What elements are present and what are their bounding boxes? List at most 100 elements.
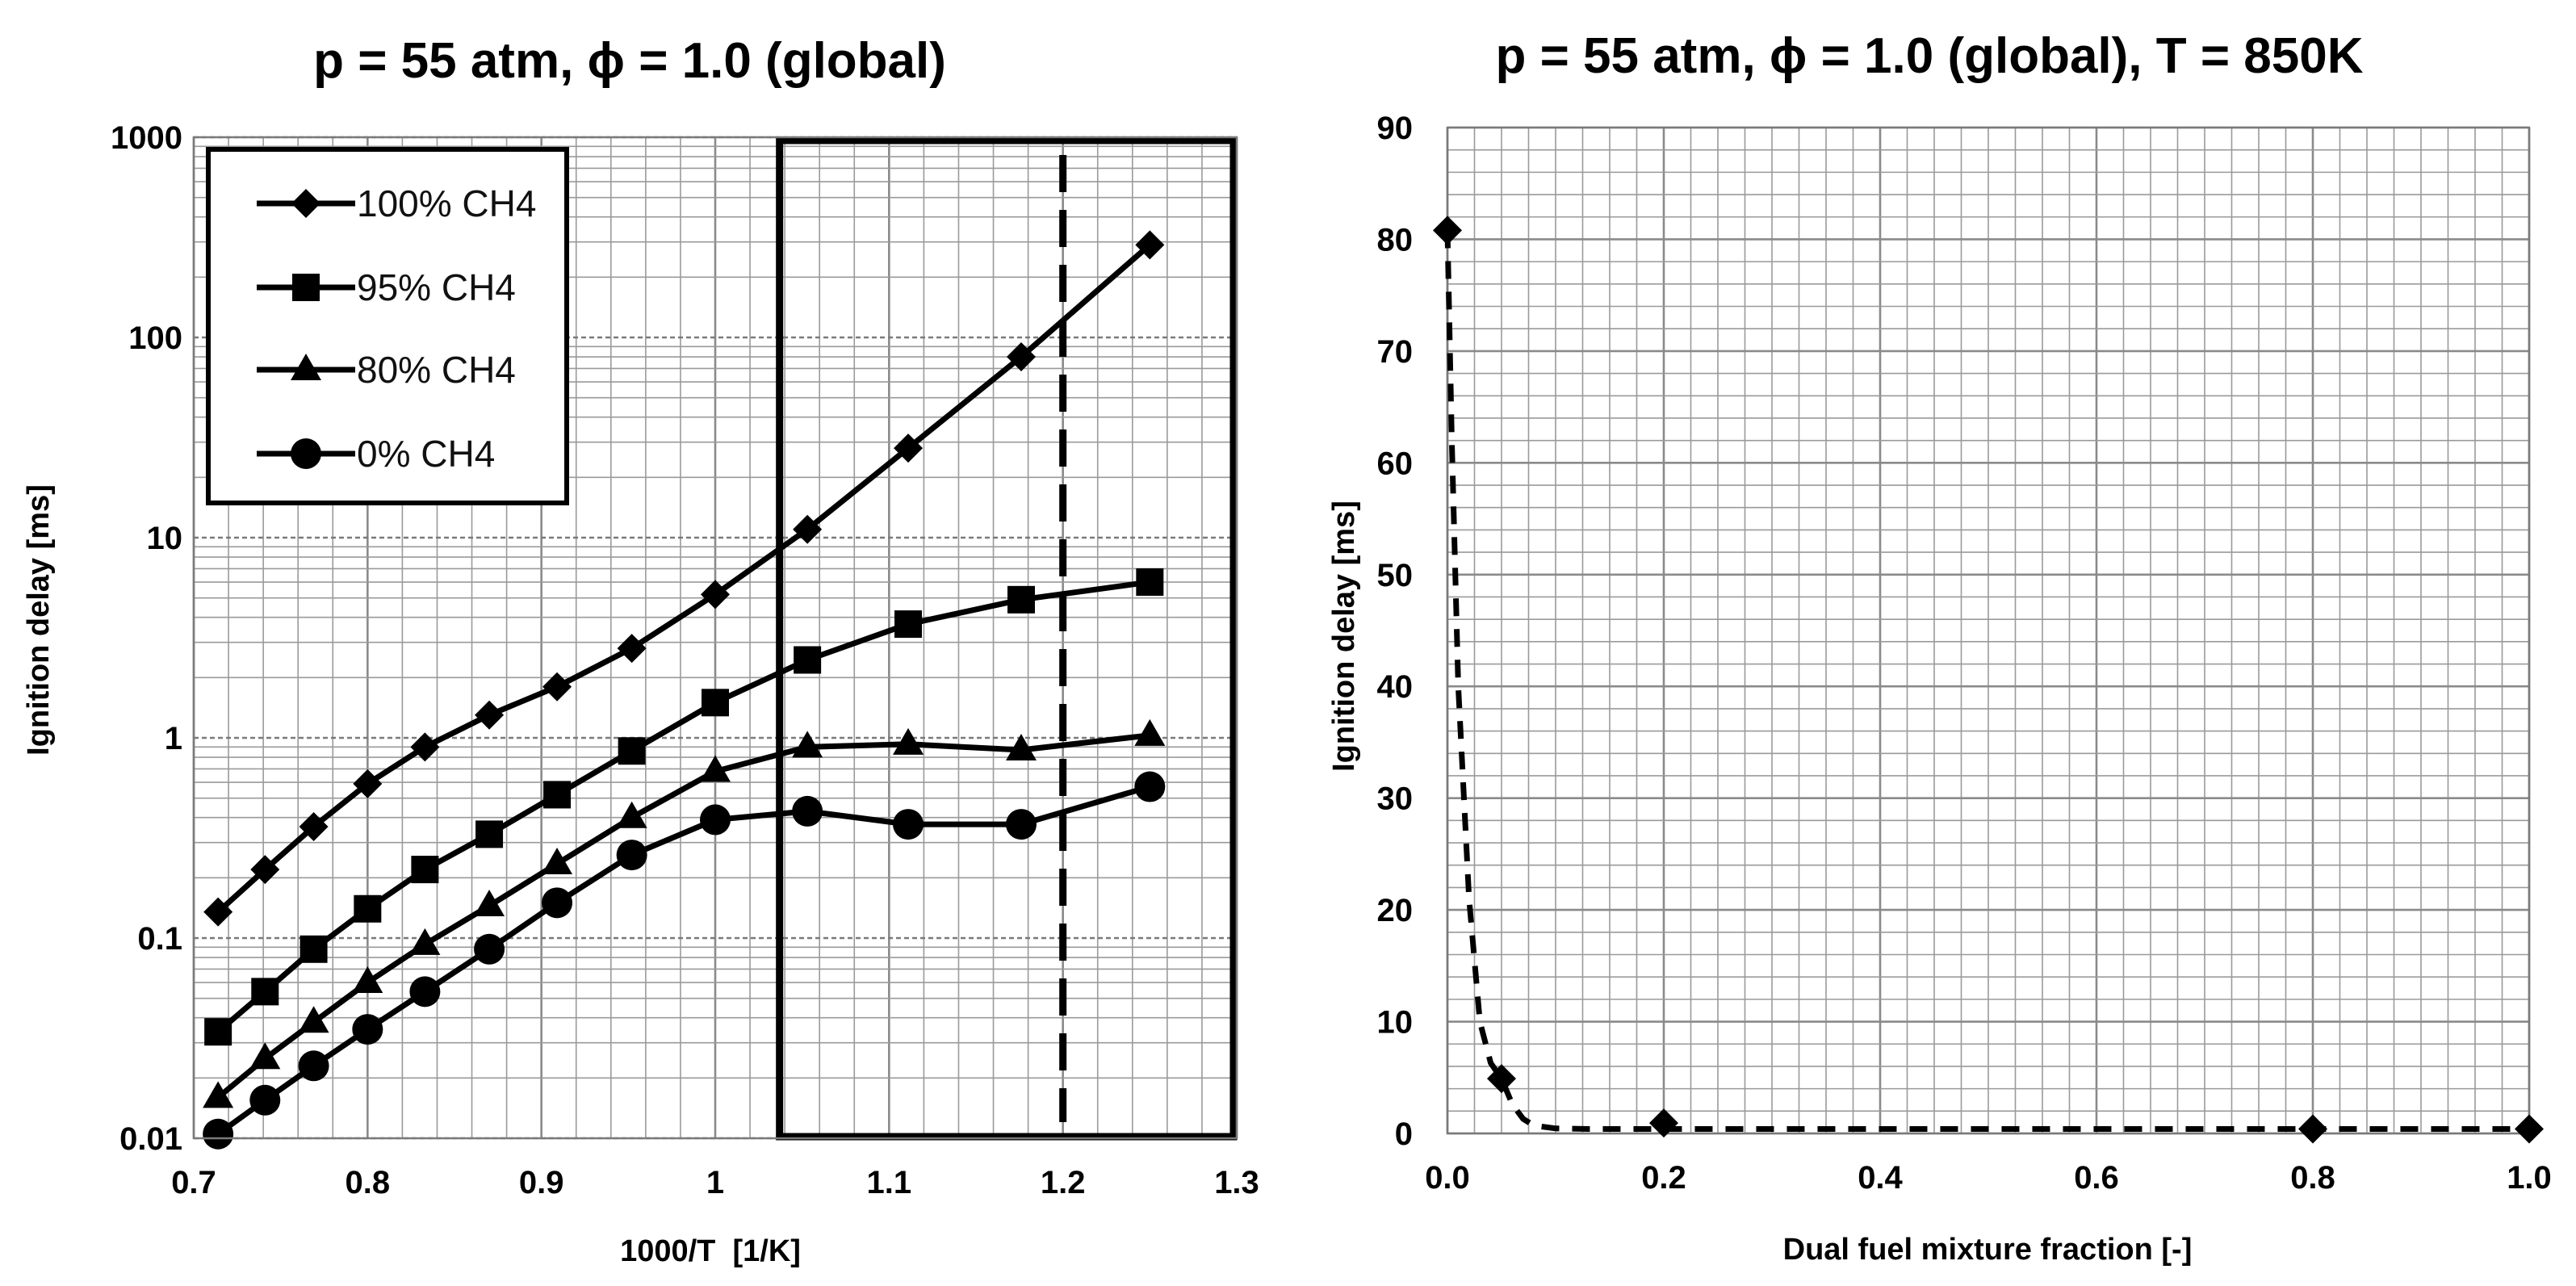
square-marker-icon [292,274,320,301]
x-tick-label: 1.1 [867,1165,912,1200]
x-tick-label: 1.0 [2507,1160,2552,1196]
data-point-circle [1005,809,1037,840]
data-point-diamond [353,769,383,798]
data-point-triangle [792,731,823,758]
x-tick-label: 1.2 [1041,1165,1086,1200]
series-line [216,784,1151,1137]
data-point-triangle [409,928,441,955]
data-point-circle [203,1118,234,1150]
y-tick-label: 0.01 [119,1121,182,1157]
data-point-square [794,646,822,674]
data-point-circle [474,933,505,965]
series-80-ch4 [203,718,1166,1108]
data-point-square [299,935,328,963]
x-tick-label: 0.7 [171,1165,216,1200]
data-point-diamond [1433,216,1462,245]
data-point-triangle [352,966,383,994]
left-series-layer [203,230,1166,1150]
triangle-marker-icon [291,354,321,380]
data-point-triangle [249,1042,281,1070]
data-point-triangle [542,847,573,874]
y-tick-label: 30 [1377,781,1414,817]
data-point-triangle [1005,733,1037,760]
data-point-triangle [616,801,647,828]
data-point-circle [409,976,441,1007]
series-0-ch4 [203,771,1166,1150]
data-point-diamond [2298,1114,2327,1144]
data-point-circle [616,840,647,871]
data-point-diamond [1006,342,1036,372]
right-x-axis-label: Dual fuel mixture fraction [-] [1783,1233,2193,1267]
legend-box [206,147,569,505]
data-point-diamond [542,672,572,702]
y-tick-label: 80 [1377,222,1414,258]
data-point-diamond [1487,1064,1516,1094]
y-tick-label: 10 [147,521,183,556]
data-point-triangle [1134,718,1166,746]
x-tick-label: 1.3 [1214,1165,1259,1200]
data-point-square [618,737,646,765]
data-point-circle [249,1084,281,1116]
data-point-square [411,856,439,884]
data-point-square [251,978,279,1006]
right-plot-frame [1446,126,2531,1135]
legend-entry-95-ch4: 95% CH4 [257,266,516,308]
right-series-layer [1433,216,2544,1144]
data-point-circle [1134,771,1166,802]
ignition-delay-vs-mixture-fraction-chart: p = 55 atm, ϕ = 1.0 (global), T = 850K 0… [1327,28,2552,1267]
data-point-triangle [298,1006,329,1033]
data-point-triangle [893,727,924,755]
x-tick-label: 0.8 [346,1165,391,1200]
x-tick-label: 0.0 [1425,1160,1470,1196]
data-point-square [1007,585,1035,614]
data-point-square [702,689,729,717]
left-y-tick-labels: 0.01 0.1 1 10 100 1000 [111,120,182,1157]
left-x-tick-labels: 0.7 0.8 0.9 1 1.1 1.2 1.3 [171,1165,1259,1200]
x-tick-label: 0.4 [1858,1160,1903,1196]
highlight-box [776,136,1238,1141]
x-tick-label: 0.6 [2074,1160,2119,1196]
data-point-diamond [475,700,505,730]
legend-label: 0% CH4 [357,433,495,475]
data-point-diamond [2515,1114,2544,1144]
data-point-square [204,1018,232,1046]
right-y-axis-label: Ignition delay [ms] [1327,501,1361,772]
right-chart-title: p = 55 atm, ϕ = 1.0 (global), T = 850K [1495,28,2363,84]
data-point-diamond [894,434,924,463]
data-point-diamond [203,897,233,927]
data-point-diamond [793,514,823,544]
y-tick-label: 70 [1377,334,1414,370]
circle-marker-icon [291,438,321,469]
data-point-circle [542,887,573,919]
left-x-axis-label: 1000/T [1/K] [620,1234,801,1268]
data-point-triangle [700,755,731,782]
data-point-triangle [474,889,505,916]
legend-entry-0-ch4: 0% CH4 [257,433,495,475]
x-tick-label: 0.8 [2290,1160,2335,1196]
y-tick-label: 1000 [111,120,182,156]
series-100-ch4 [203,230,1165,927]
data-point-diamond [299,812,329,842]
data-point-triangle [203,1081,234,1108]
dashed-trendline [1444,230,2529,1132]
right-gridlines [1446,126,2531,1135]
legend-label: 95% CH4 [357,266,516,308]
series-line [216,579,1150,1034]
y-tick-label: 60 [1377,446,1414,481]
data-point-square [354,894,382,923]
x-tick-label: 1 [706,1165,724,1200]
legend-label: 100% CH4 [357,182,536,224]
ignition-delay-vs-temperature-chart: p = 55 atm, ϕ = 1.0 (global) 0.7 0.8 0.9 1 1… [22,33,1259,1268]
data-point-square [475,820,504,848]
data-point-diamond [1649,1108,1678,1138]
data-point-circle [352,1014,383,1045]
left-highlight-region [776,136,1238,1141]
right-y-tick-labels: 0 10 20 30 40 50 60 70 80 90 [1377,111,1414,1152]
y-tick-label: 0 [1395,1116,1413,1152]
legend-label: 80% CH4 [357,349,516,391]
data-point-square [1136,568,1164,597]
left-chart-title: p = 55 atm, ϕ = 1.0 (global) [313,33,946,89]
data-point-square [894,610,923,639]
x-tick-label: 0.9 [519,1165,564,1200]
